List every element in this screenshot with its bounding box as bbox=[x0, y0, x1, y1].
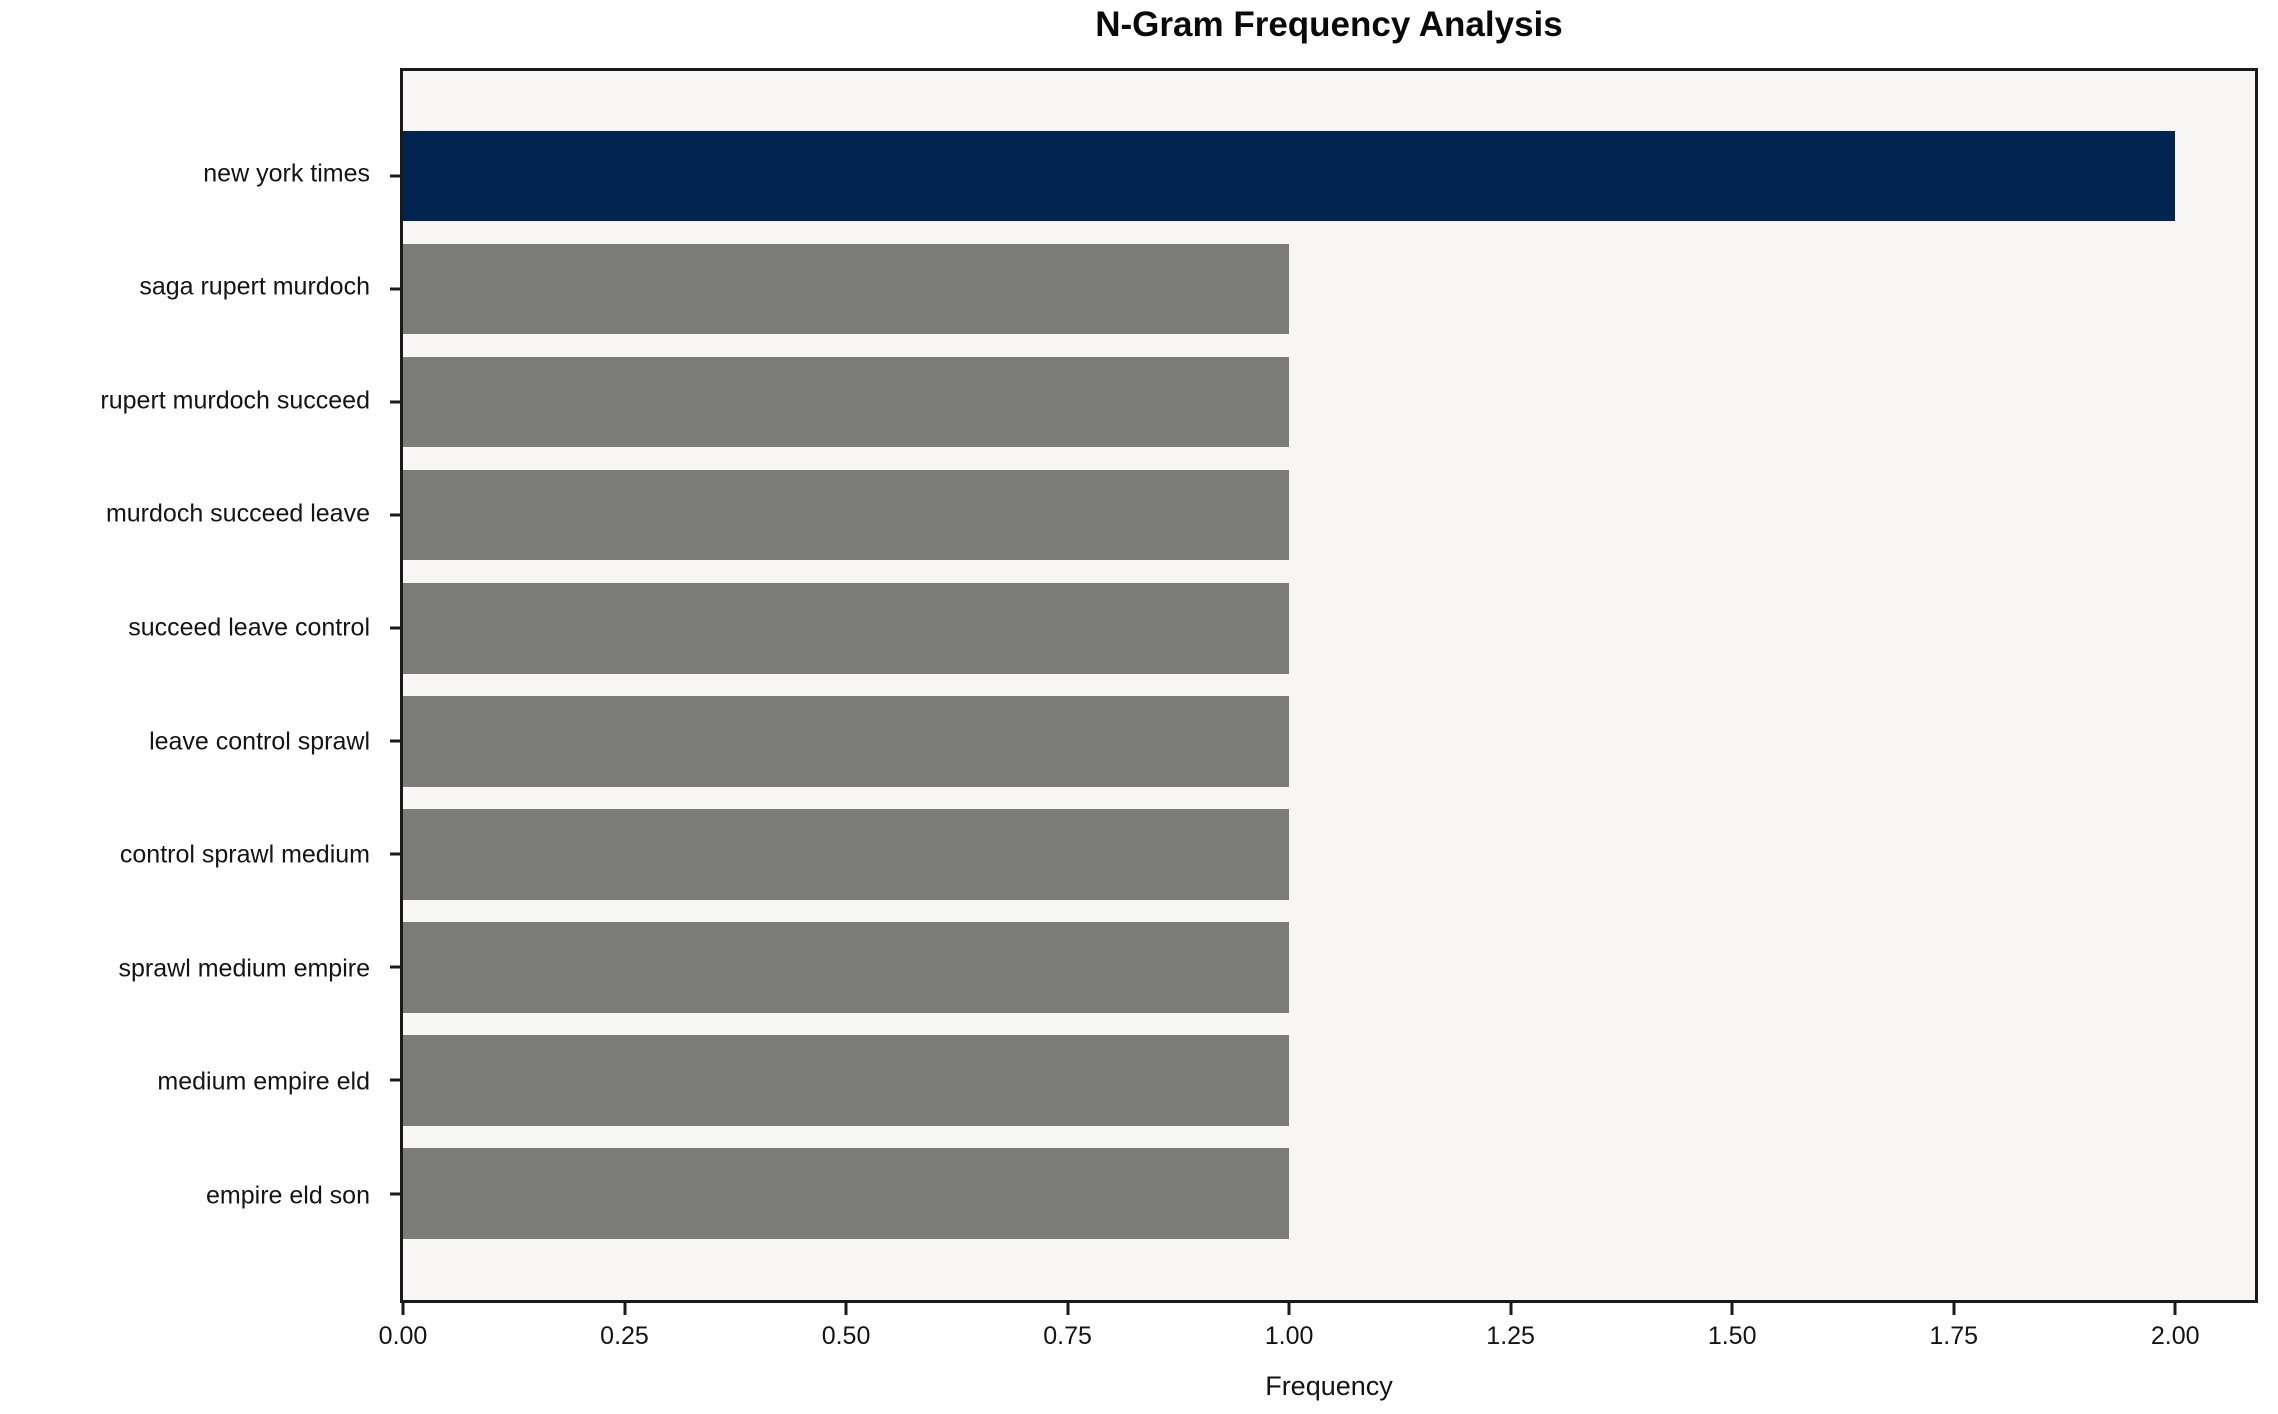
y-tick bbox=[390, 965, 400, 969]
y-tick-label: murdoch succeed leave bbox=[105, 499, 370, 528]
chart-title: N-Gram Frequency Analysis bbox=[1095, 5, 1563, 44]
y-tick bbox=[390, 1078, 400, 1082]
y-tick bbox=[390, 513, 400, 517]
y-tick-label: new york times bbox=[203, 159, 370, 188]
y-axis-labels: new york times saga rupert murdoch rupert … bbox=[0, 68, 384, 1303]
bar bbox=[403, 1148, 1290, 1239]
x-tick-label: 1.50 bbox=[1707, 1322, 1757, 1350]
bar bbox=[403, 696, 1290, 787]
bar bbox=[403, 809, 1290, 900]
x-axis-label: Frequency bbox=[1265, 1371, 1393, 1401]
bar bbox=[403, 922, 1290, 1013]
y-tick bbox=[390, 626, 400, 630]
y-tick-label: sprawl medium empire bbox=[118, 954, 370, 983]
x-tick-label: 2.00 bbox=[2150, 1322, 2200, 1350]
x-tick bbox=[1287, 1303, 1291, 1315]
y-tick bbox=[390, 852, 400, 856]
y-tick bbox=[390, 739, 400, 743]
y-tick-label: empire eld son bbox=[206, 1181, 370, 1210]
y-tick bbox=[390, 1192, 400, 1196]
x-tick-label: 0.75 bbox=[1043, 1322, 1092, 1350]
bar bbox=[403, 356, 1290, 448]
bar bbox=[403, 243, 1290, 335]
y-tick-label: control sprawl medium bbox=[119, 840, 370, 869]
y-tick bbox=[390, 287, 400, 291]
y-tick-label: saga rupert murdoch bbox=[139, 272, 370, 301]
y-tick-label: leave control sprawl bbox=[149, 727, 370, 756]
x-tick-label: 1.00 bbox=[1264, 1322, 1314, 1350]
x-tick bbox=[1509, 1303, 1513, 1315]
bar bbox=[403, 582, 1290, 674]
x-tick bbox=[401, 1303, 405, 1315]
bar bbox=[403, 469, 1290, 561]
y-tick-label: succeed leave control bbox=[128, 613, 370, 642]
x-tick-label: 1.25 bbox=[1486, 1322, 1535, 1350]
x-tick-label: 0.25 bbox=[600, 1322, 649, 1350]
plot-area: 0.00 0.25 0.50 0.75 1.00 1.25 1.50 1.75 2.00 bbox=[379, 68, 2258, 1350]
x-tick bbox=[844, 1303, 848, 1315]
x-tick bbox=[1730, 1303, 1734, 1315]
x-tick-label: 1.75 bbox=[1929, 1322, 1979, 1350]
y-tick-label: rupert murdoch succeed bbox=[100, 386, 370, 415]
y-tick-label: medium empire eld bbox=[157, 1067, 370, 1096]
x-tick bbox=[1066, 1303, 1070, 1315]
x-tick bbox=[2173, 1303, 2177, 1315]
bar bbox=[403, 1035, 1290, 1126]
bar bbox=[403, 130, 2176, 222]
y-tick bbox=[390, 174, 400, 178]
x-tick-label: 0.00 bbox=[378, 1322, 428, 1350]
x-tick-label: 0.50 bbox=[821, 1322, 871, 1350]
y-tick bbox=[390, 400, 400, 404]
x-tick bbox=[623, 1303, 627, 1315]
x-tick bbox=[1952, 1303, 1956, 1315]
